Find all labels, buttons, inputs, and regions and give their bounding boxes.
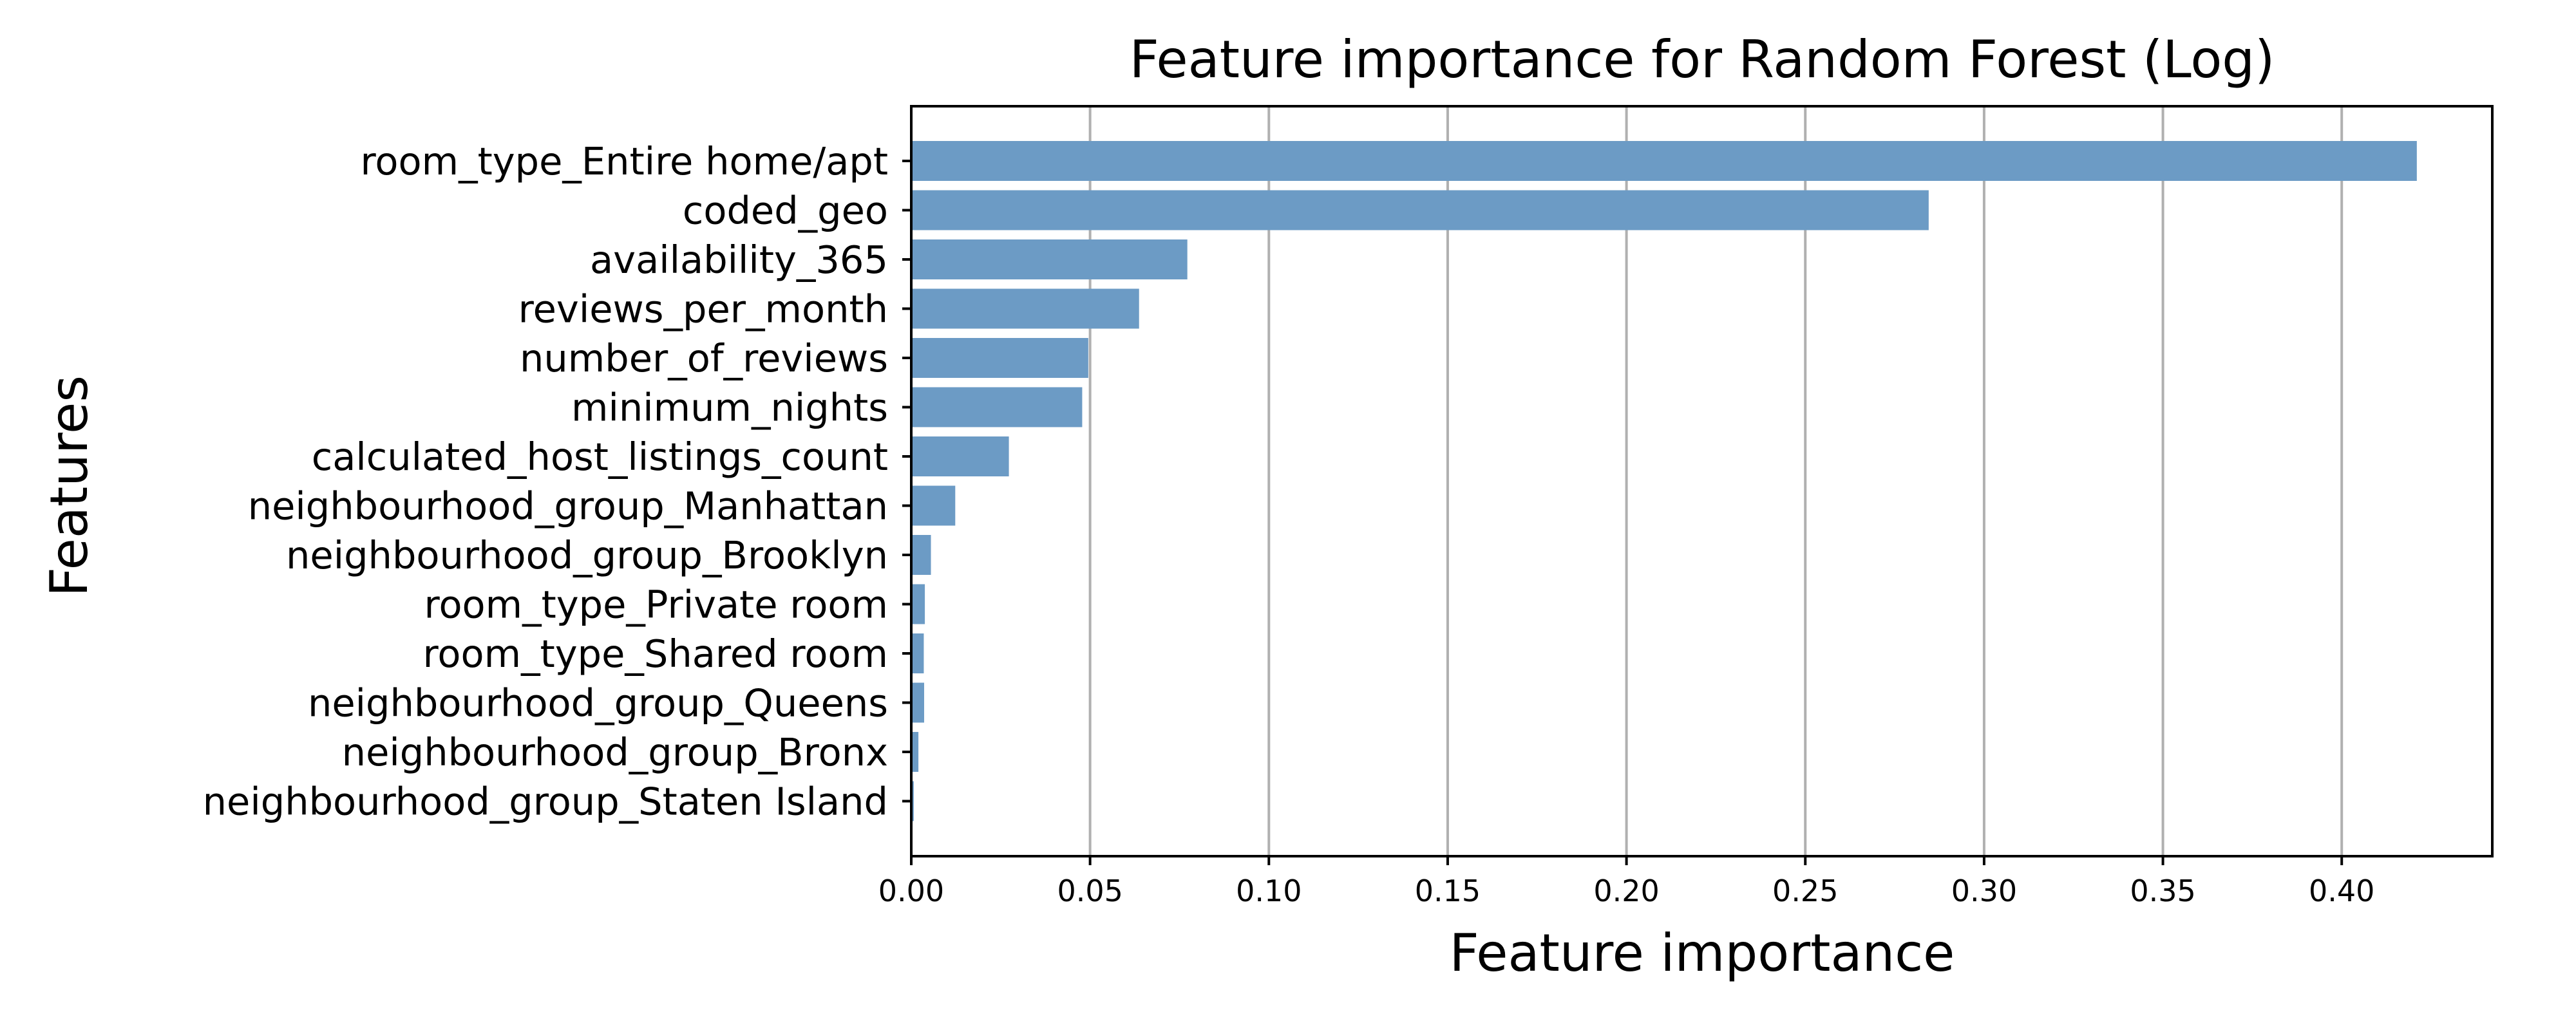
x-tick-label: 0.15: [1415, 874, 1481, 908]
x-tick-label: 0.30: [1951, 874, 2017, 908]
x-tick-label: 0.05: [1057, 874, 1122, 908]
category-label: neighbourhood_group_Queens: [308, 681, 888, 726]
bar: [911, 338, 1088, 378]
bar: [911, 732, 919, 772]
category-label: coded_geo: [683, 189, 888, 233]
category-label: reviews_per_month: [518, 287, 888, 332]
x-tick-label: 0.10: [1236, 874, 1302, 908]
bar: [911, 288, 1139, 329]
category-label: neighbourhood_group_Brooklyn: [286, 533, 888, 577]
bar: [911, 387, 1083, 427]
category-label: neighbourhood_group_Manhattan: [248, 484, 888, 529]
bar: [911, 682, 924, 723]
x-tick-label: 0.25: [1772, 874, 1838, 908]
x-tick-label: 0.00: [878, 874, 944, 908]
category-label: number_of_reviews: [520, 336, 888, 380]
bar: [911, 584, 925, 624]
x-tick-label: 0.20: [1593, 874, 1659, 908]
label-layer: room_type_Entire home/apt coded_geoavaila…: [203, 139, 888, 824]
x-tick-label: 0.35: [2130, 874, 2195, 908]
category-label: room_type_Private room: [424, 583, 888, 627]
y-axis-label: Features: [39, 375, 99, 597]
bar: [911, 190, 1929, 230]
category-label: neighbourhood_group_Staten Island: [203, 780, 888, 824]
category-label: calculated_host_listings_count: [312, 435, 888, 479]
bar: [911, 141, 2417, 181]
bar-layer: [911, 141, 2417, 821]
bar: [911, 436, 1009, 476]
category-label: minimum_nights: [571, 386, 888, 430]
plot-frame: [910, 105, 2494, 857]
grid-layer: [1088, 106, 2344, 856]
category-label: availability_365: [590, 238, 888, 282]
bar: [911, 485, 956, 526]
category-label: neighbourhood_group_Bronx: [342, 730, 888, 774]
category-label: room_type_Shared room: [422, 632, 888, 676]
tick-layer: 0.00 0.05 0.10 0.15 0.20 0.25 0.30 0.35 0.40: [878, 160, 2374, 908]
bar: [911, 535, 931, 575]
category-label: room_type_Entire home/apt: [360, 139, 888, 183]
bar: [911, 239, 1188, 279]
x-axis-label: Feature importance: [1450, 923, 1955, 983]
chart-title: Feature importance for Random Forest (Lo…: [1130, 30, 2275, 89]
bar: [911, 633, 924, 673]
x-tick-label: 0.40: [2309, 874, 2374, 908]
